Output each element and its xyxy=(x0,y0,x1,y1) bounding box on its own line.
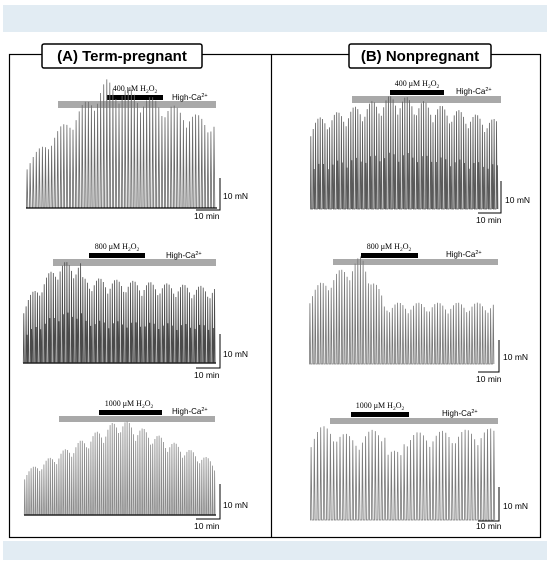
scale-bar xyxy=(196,178,221,211)
scale-time-label: 10 min xyxy=(476,374,502,384)
dose-label: 800 μM H2O2 xyxy=(367,242,412,253)
solution-label: High-Ca2+ xyxy=(166,251,202,260)
scale-force-label: 10 mN xyxy=(223,191,248,201)
contraction-trace xyxy=(310,96,499,210)
scale-force-label: 10 mN xyxy=(223,349,248,359)
scale-bar xyxy=(478,340,500,373)
scale-time-label: 10 min xyxy=(476,521,502,531)
dose-label: 400 μM H2O2 xyxy=(395,79,440,90)
scale-bar xyxy=(478,487,500,522)
contraction-trace xyxy=(310,426,496,521)
panel-b-title: (B) Nonpregnant xyxy=(361,48,479,65)
top-band xyxy=(3,5,547,32)
scale-force-label: 10 mN xyxy=(503,501,528,511)
scale-bar xyxy=(196,484,221,520)
treatment-bar xyxy=(89,253,145,258)
dose-label: 400 μM H2O2 xyxy=(113,84,158,95)
scale-force-label: 10 mN xyxy=(503,352,528,362)
panel-b-trace-2: 800 μM H2O2 High-Ca2+ 10 mN 10 min xyxy=(309,242,528,384)
solution-label: High-Ca2+ xyxy=(172,407,208,416)
panel-b-trace-3: 1000 μM H2O2 High-Ca2+ 10 mN 10 min xyxy=(310,401,528,531)
panel-a-trace-2: 800 μM H2O2 High-Ca2+ 10 mN 10 min xyxy=(22,242,248,380)
panel-a-trace-3: 1000 μM H2O2 High-Ca2+ 10 mN 10 min xyxy=(23,399,248,531)
treatment-bar xyxy=(351,412,409,417)
solution-bar xyxy=(333,259,498,265)
treatment-bar xyxy=(361,253,418,258)
dose-label: 1000 μM H2O2 xyxy=(105,399,154,410)
figure-frame xyxy=(8,53,542,539)
panel-a-title-box: (A) Term-pregnant xyxy=(41,43,203,69)
solution-bar xyxy=(53,259,216,266)
scale-bar xyxy=(478,181,502,214)
solution-bar xyxy=(352,96,501,103)
scale-time-label: 10 min xyxy=(194,211,220,221)
scale-time-label: 10 min xyxy=(194,521,220,531)
solution-label: High-Ca2+ xyxy=(446,250,482,259)
dose-label: 800 μM H2O2 xyxy=(95,242,140,253)
scale-time-label: 10 min xyxy=(476,215,502,225)
panel-b-title-box: (B) Nonpregnant xyxy=(348,43,492,69)
panel-b-trace-1: 400 μM H2O2 High-Ca2+ 10 mN 10 min xyxy=(310,79,530,225)
panel-a-trace-1: 400 μM H2O2 High-Ca2+ 10 mN 10 min xyxy=(26,79,248,221)
solution-bar xyxy=(59,416,215,422)
solution-label: High-Ca2+ xyxy=(456,87,492,96)
treatment-bar xyxy=(99,410,162,415)
treatment-bar xyxy=(390,90,444,95)
contraction-trace xyxy=(23,421,216,516)
scale-time-label: 10 min xyxy=(194,370,220,380)
treatment-bar xyxy=(107,95,163,100)
solution-label: High-Ca2+ xyxy=(172,93,208,102)
contraction-trace xyxy=(309,256,495,365)
contraction-trace xyxy=(22,262,216,364)
solution-bar xyxy=(330,418,498,424)
scale-force-label: 10 mN xyxy=(505,195,530,205)
scale-bar xyxy=(196,334,221,369)
dose-label: 1000 μM H2O2 xyxy=(356,401,405,412)
bottom-band xyxy=(3,541,547,560)
panel-a-title: (A) Term-pregnant xyxy=(57,48,187,65)
scale-force-label: 10 mN xyxy=(223,500,248,510)
solution-label: High-Ca2+ xyxy=(442,409,478,418)
